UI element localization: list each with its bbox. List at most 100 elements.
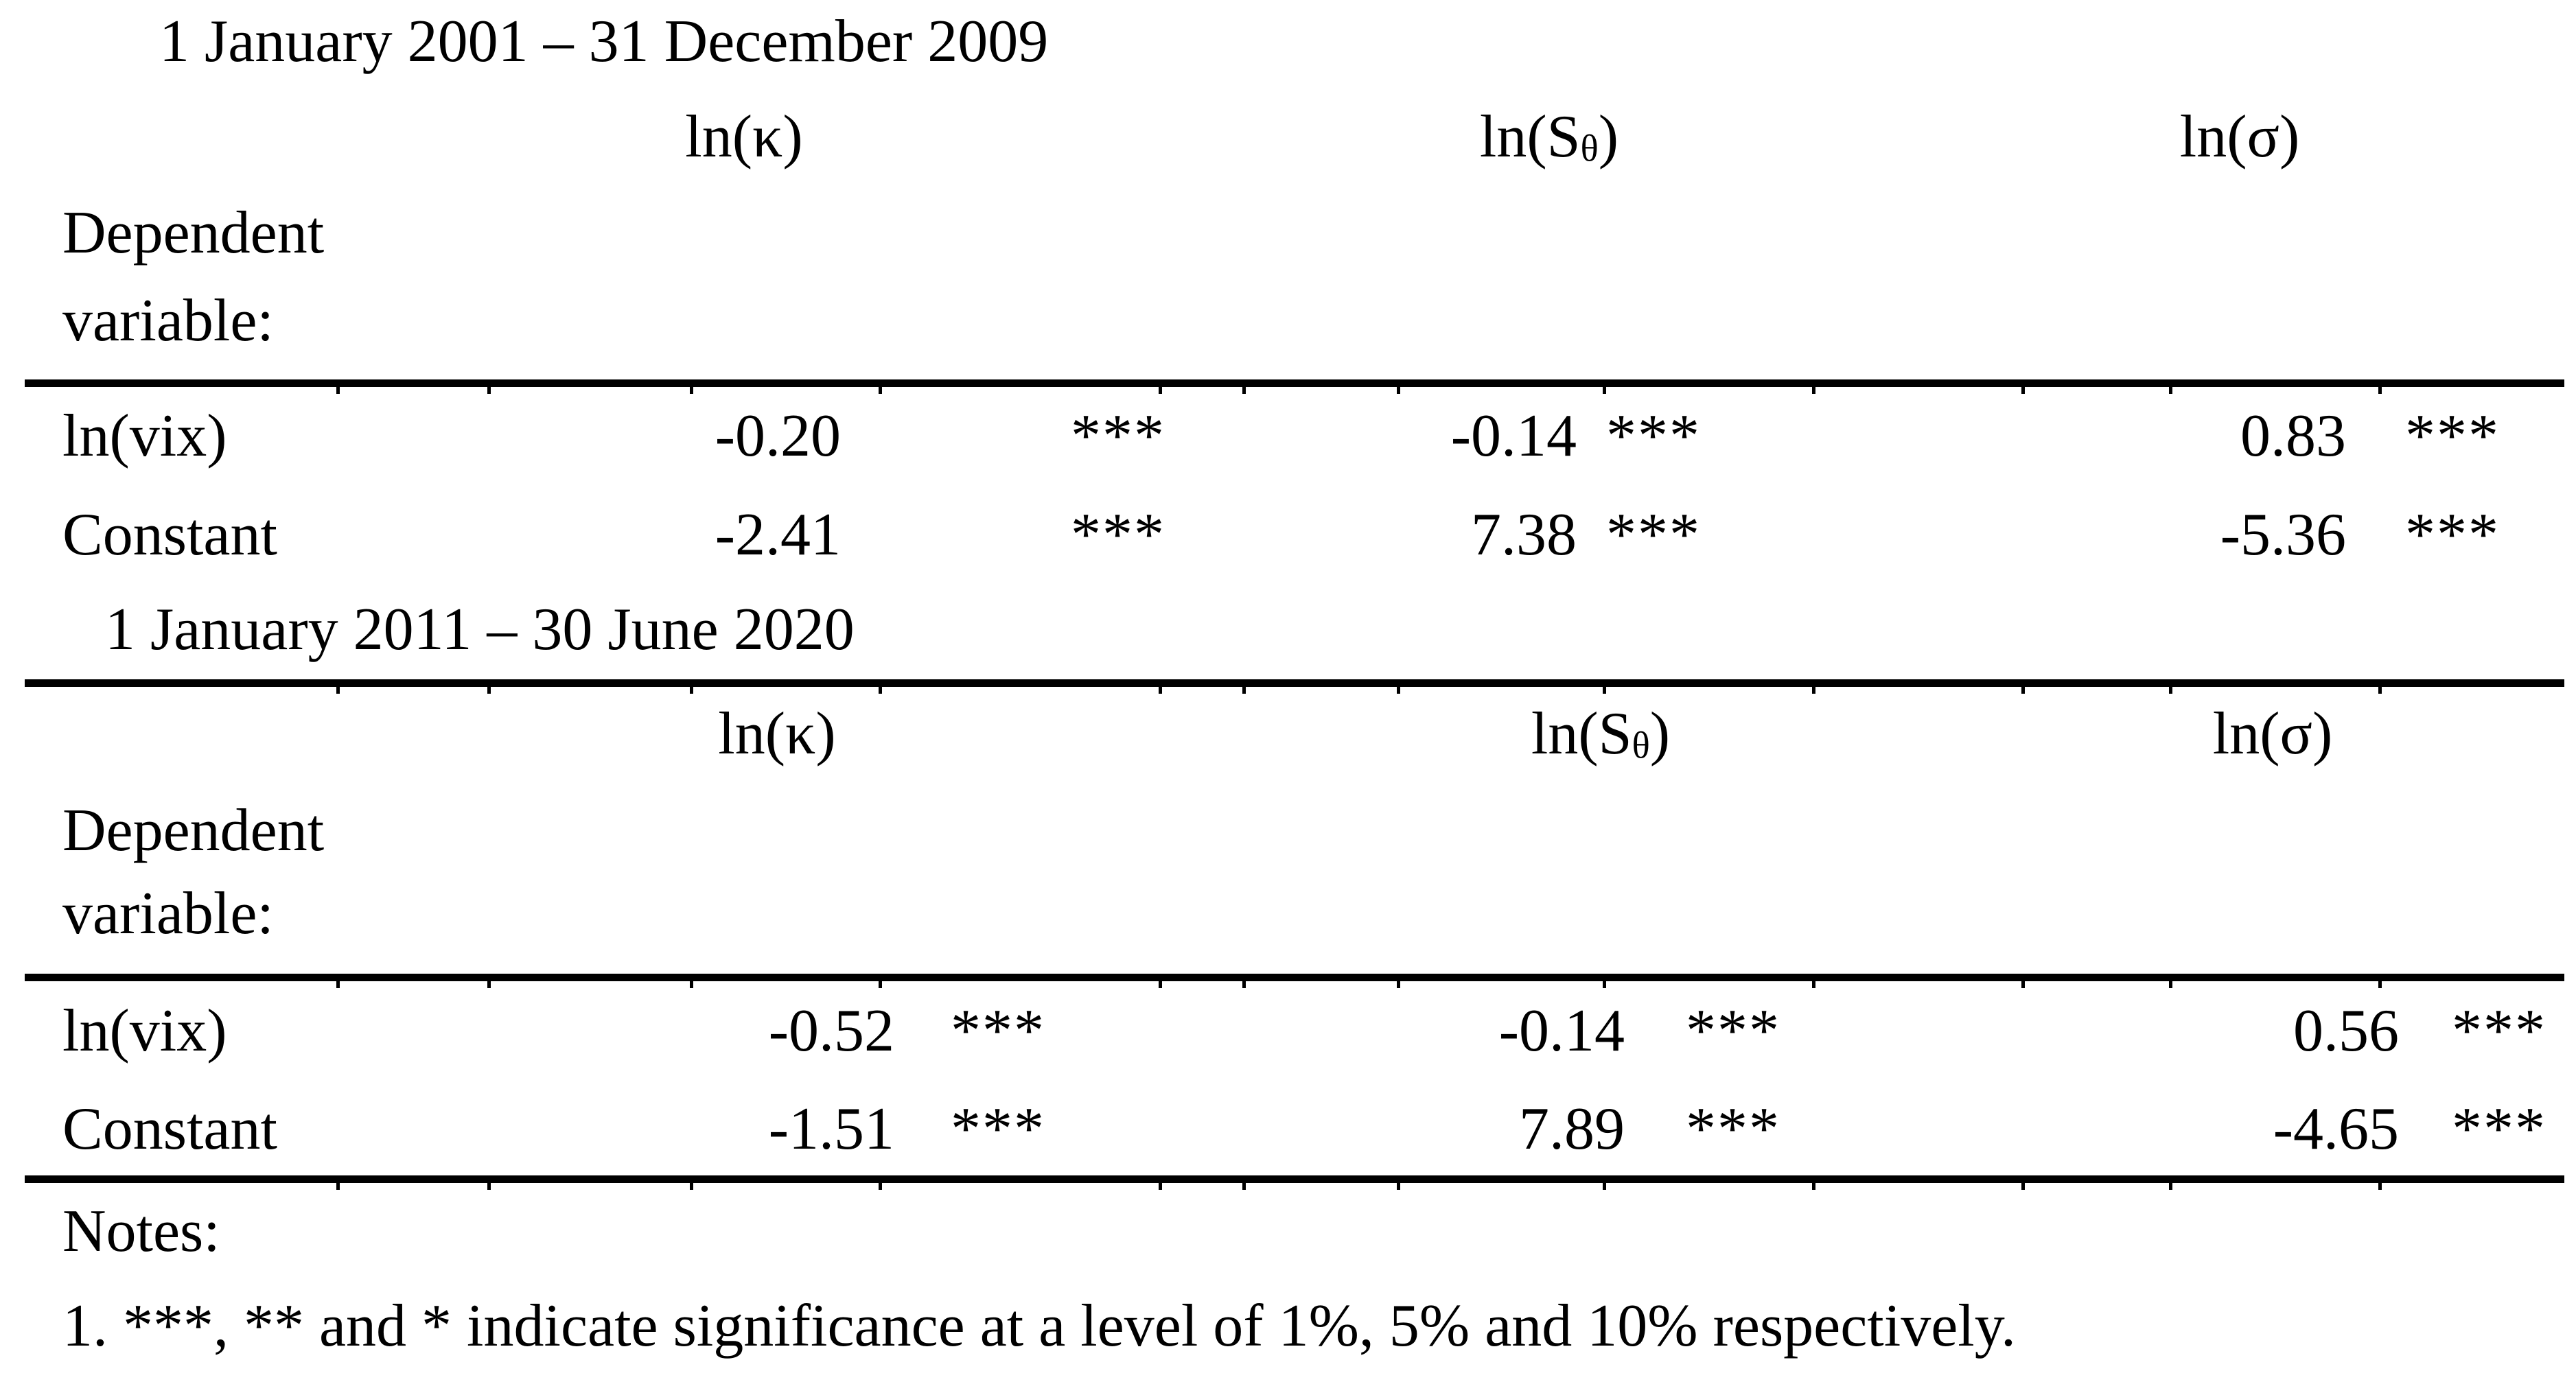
column-tick — [2169, 387, 2172, 394]
column-tick — [1159, 687, 1162, 694]
notes-heading: Notes: — [62, 1198, 220, 1265]
column-tick — [2378, 687, 2382, 694]
row-label: ln(vix) — [62, 998, 227, 1064]
column-tick — [690, 687, 693, 694]
table-rule-top-section1 — [25, 379, 2564, 394]
coefficient-value: -0.14 — [1498, 998, 1625, 1064]
dependent-variable-label-line2: variable: — [62, 880, 274, 947]
column-tick — [1812, 1183, 1815, 1190]
header-text: ln(S — [1479, 104, 1581, 170]
column-tick — [1242, 387, 1246, 394]
column-tick — [2378, 1183, 2382, 1190]
column-tick — [1812, 981, 1815, 988]
coefficient-value: -0.14 — [1450, 403, 1577, 469]
column-tick — [2021, 981, 2025, 988]
column-tick — [1603, 981, 1606, 988]
column-tick — [487, 687, 491, 694]
column-tick — [690, 1183, 693, 1190]
significance-stars: *** — [1686, 998, 1780, 1064]
coefficient-value: -0.52 — [768, 998, 894, 1064]
column-tick — [1812, 687, 1815, 694]
significance-stars: *** — [951, 998, 1045, 1064]
column-tick — [1397, 1183, 1400, 1190]
column-tick — [1812, 387, 1815, 394]
significance-stars: *** — [1071, 403, 1165, 469]
table-rule-mid-section2 — [25, 974, 2564, 988]
column-tick — [690, 387, 693, 394]
column-tick — [879, 1183, 882, 1190]
row-label: Constant — [62, 502, 277, 568]
significance-stars: *** — [1686, 1096, 1780, 1162]
header-subscript: θ — [1580, 127, 1599, 169]
column-tick — [2378, 981, 2382, 988]
column-tick — [1242, 1183, 1246, 1190]
significance-stars: *** — [951, 1096, 1045, 1162]
column-header-ln-s-theta: ln(Sθ) — [1531, 704, 1670, 764]
column-tick — [336, 981, 340, 988]
coefficient-value: -1.51 — [768, 1096, 894, 1162]
coefficient-value: 0.56 — [2293, 998, 2399, 1064]
coefficient-value: -5.36 — [2220, 502, 2346, 568]
column-tick — [2169, 687, 2172, 694]
table-row-ln-vix: ln(vix) -0.52 *** -0.14 *** 0.56 *** — [0, 1001, 2576, 1080]
column-header-ln-sigma: ln(σ) — [2213, 704, 2333, 764]
column-header-ln-s-theta: ln(Sθ) — [1480, 107, 1618, 167]
significance-stars: *** — [2452, 1096, 2546, 1162]
significance-stars: *** — [1071, 502, 1165, 568]
row-label: ln(vix) — [62, 403, 227, 469]
significance-stars: *** — [1606, 403, 1701, 469]
header-text: ln(κ) — [718, 701, 836, 767]
column-tick — [2021, 687, 2025, 694]
column-tick — [1242, 687, 1246, 694]
dependent-variable-label-line1: Dependent — [62, 797, 325, 864]
column-tick — [1159, 1183, 1162, 1190]
significance-stars: *** — [2405, 403, 2500, 469]
table-rule-top-section2 — [25, 679, 2564, 694]
header-text: ) — [1598, 104, 1619, 170]
column-tick — [1603, 1183, 1606, 1190]
coefficient-value: -0.20 — [715, 403, 841, 469]
column-header-ln-kappa: ln(κ) — [718, 704, 835, 764]
dependent-variable-label-line1: Dependent — [62, 200, 325, 266]
column-tick — [2169, 981, 2172, 988]
significance-stars: *** — [1606, 502, 1701, 568]
significance-stars: *** — [2405, 502, 2500, 568]
column-tick — [1397, 687, 1400, 694]
column-tick — [487, 387, 491, 394]
column-tick — [879, 687, 882, 694]
significance-stars: *** — [2452, 998, 2546, 1064]
column-tick — [336, 687, 340, 694]
column-header-ln-sigma: ln(σ) — [2180, 107, 2300, 167]
coefficient-value: 7.89 — [1519, 1096, 1625, 1162]
period-2-heading: 1 January 2011 – 30 June 2020 — [105, 596, 855, 663]
column-tick — [690, 981, 693, 988]
column-tick — [1603, 687, 1606, 694]
column-tick — [1603, 387, 1606, 394]
row-label: Constant — [62, 1096, 277, 1162]
column-tick — [487, 1183, 491, 1190]
notes-item-1: 1. ***, ** and * indicate significance a… — [62, 1293, 2016, 1359]
header-text: ln(S — [1531, 701, 1632, 767]
dependent-variable-label-line2: variable: — [62, 288, 274, 354]
column-tick — [879, 387, 882, 394]
column-header-ln-kappa: ln(κ) — [685, 107, 802, 167]
column-tick — [336, 387, 340, 394]
header-text: ln(σ) — [2212, 701, 2333, 767]
header-subscript: θ — [1632, 724, 1650, 766]
column-tick — [1242, 981, 1246, 988]
column-tick — [879, 981, 882, 988]
table-row-constant: Constant -1.51 *** 7.89 *** -4.65 *** — [0, 1099, 2576, 1178]
table-row-constant: Constant -2.41 *** 7.38 *** -5.36 *** — [0, 505, 2576, 584]
coefficient-value: -2.41 — [715, 502, 841, 568]
column-tick — [1159, 387, 1162, 394]
coefficient-value: -4.65 — [2273, 1096, 2399, 1162]
table-rule-bottom — [25, 1175, 2564, 1190]
column-tick — [2378, 387, 2382, 394]
column-tick — [1397, 981, 1400, 988]
coefficient-value: 7.38 — [1471, 502, 1577, 568]
column-tick — [336, 1183, 340, 1190]
table-row-ln-vix: ln(vix) -0.20 *** -0.14 *** 0.83 *** — [0, 406, 2576, 485]
column-tick — [1159, 981, 1162, 988]
header-text: ) — [1649, 701, 1671, 767]
